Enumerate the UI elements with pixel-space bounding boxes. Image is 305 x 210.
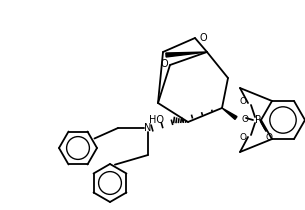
Text: O: O [241, 114, 248, 123]
Polygon shape [222, 108, 237, 119]
Text: O: O [265, 133, 272, 142]
Text: N: N [144, 123, 152, 133]
Text: O: O [239, 97, 246, 106]
Text: O: O [199, 33, 206, 43]
Text: P: P [255, 115, 261, 125]
Text: HO: HO [149, 115, 164, 125]
Polygon shape [166, 52, 207, 57]
Text: O: O [239, 134, 246, 143]
Text: O: O [160, 59, 168, 69]
